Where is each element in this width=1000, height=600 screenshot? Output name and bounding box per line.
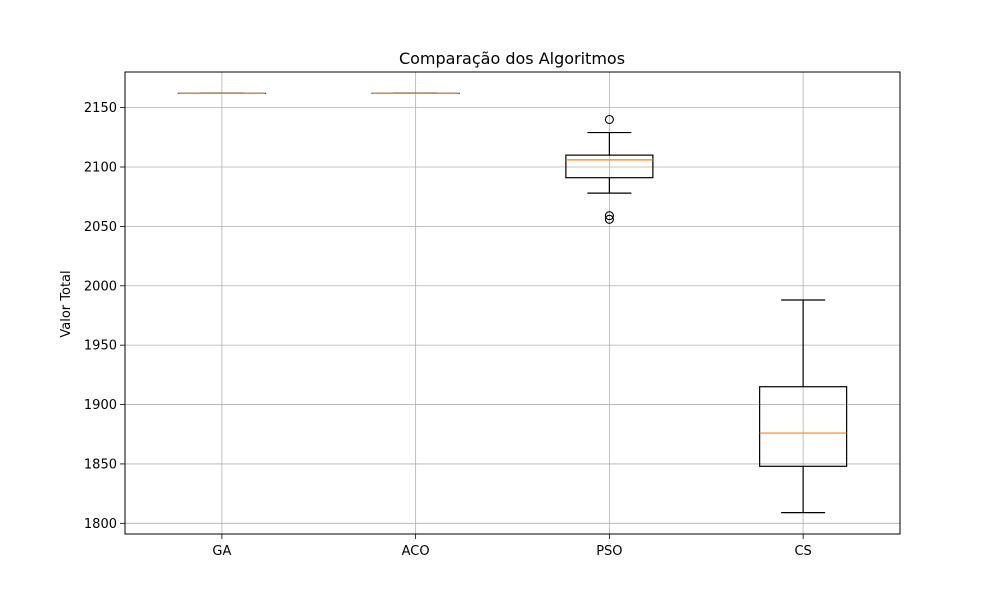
iqr-box — [759, 386, 848, 467]
plot-frame — [124, 71, 901, 535]
y-tick-label: 1800 — [84, 517, 117, 532]
box-pso — [565, 114, 654, 224]
outlier-point — [604, 214, 614, 224]
iqr-box — [565, 154, 654, 179]
y-tick-label: 2000 — [84, 279, 117, 294]
y-tick-label: 1900 — [84, 398, 117, 413]
x-tick-label: GA — [212, 544, 231, 559]
x-tick-label: ACO — [402, 544, 430, 559]
y-tick-label: 2100 — [84, 161, 117, 176]
axis-layer: 1800 1850 1900 1950 2000 2050 2100 2150 GA ACO PSO… — [84, 71, 901, 559]
box-layer — [177, 92, 848, 514]
box-cs — [759, 299, 848, 514]
outlier-point — [604, 211, 614, 221]
y-tick-label: 1850 — [84, 457, 117, 472]
x-tick-label: CS — [794, 544, 811, 559]
y-tick-label: 1950 — [84, 339, 117, 354]
x-tick-label: PSO — [596, 544, 622, 559]
grid-layer — [125, 72, 900, 534]
outlier-point — [604, 114, 614, 125]
chart-title: Comparação dos Algoritmos — [399, 49, 625, 68]
y-tick-label: 2150 — [84, 101, 117, 116]
y-axis-label: Valor Total — [59, 270, 74, 337]
y-tick-label: 2050 — [84, 220, 117, 235]
